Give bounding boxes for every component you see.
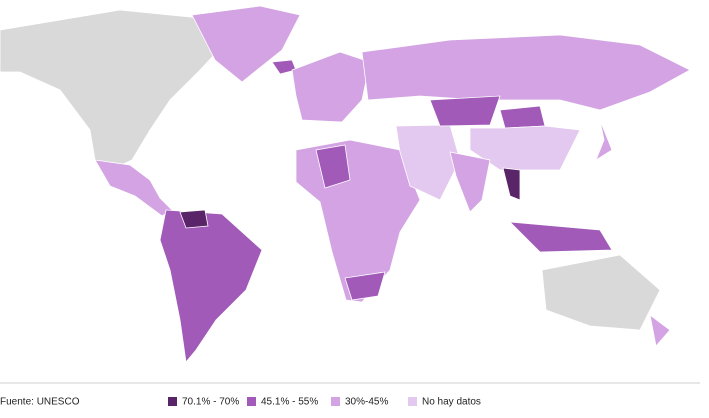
legend-swatch [247,397,256,406]
legend-swatch [168,397,177,406]
legend-label: No hay datos [422,397,481,408]
source-note: Fuente: UNESCO [0,397,80,408]
southeast-asia-islands [508,221,613,253]
new-zealand [649,314,671,347]
central-america [94,159,173,217]
kazakhstan [429,95,501,127]
myanmar [502,167,521,201]
australia [541,254,661,331]
greenland [191,5,301,83]
japan [595,119,613,161]
legend-label: 45.1% - 55% [261,397,318,408]
south-africa [344,271,386,301]
mongolia [499,105,546,129]
india [449,151,491,213]
venezuela [179,209,209,229]
world-map [0,5,691,363]
legend-swatch [408,397,417,406]
north-america [0,9,229,171]
china [469,125,581,171]
legend-label: 70.1% - 70% [182,397,239,408]
legend-label: 30%-45% [345,397,388,408]
south-america [159,209,263,363]
legend: 70.1% - 70% 45.1% - 55% 30%-45% No hay dato… [168,397,481,408]
europe [291,51,371,123]
legend-swatch [331,397,340,406]
russia [361,34,691,111]
algeria [315,144,351,189]
